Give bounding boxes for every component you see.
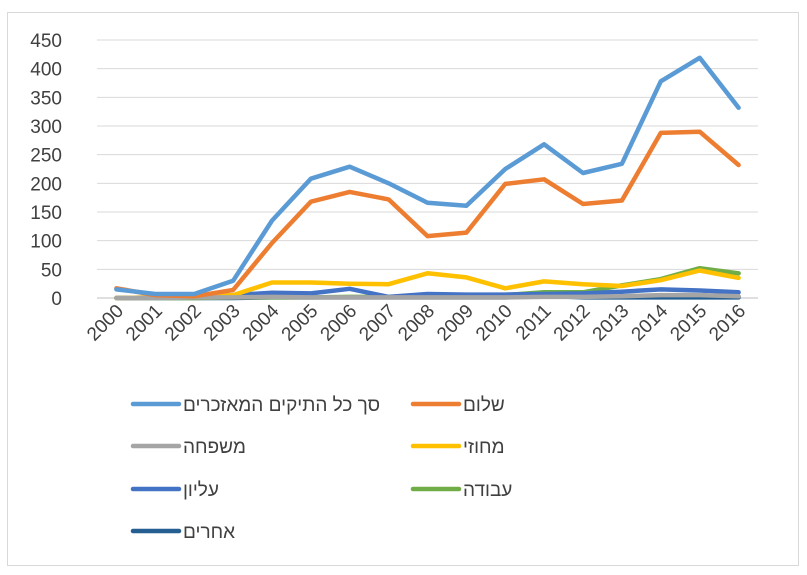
y-tick-label: 300 [30, 117, 62, 138]
series-line [114, 129, 741, 299]
x-tick-label: 2002 [161, 301, 206, 346]
y-tick-label: 200 [30, 174, 62, 195]
x-tick-label: 2007 [355, 301, 400, 346]
legend-label: מחוזי [463, 437, 505, 458]
y-tick-label: 400 [30, 60, 62, 81]
x-tick-label: 2009 [433, 301, 478, 346]
x-tick-label: 2011 [512, 301, 556, 345]
x-tick-label: 2004 [239, 300, 284, 345]
y-tick-label: 450 [30, 31, 62, 52]
y-tick-label: 250 [30, 146, 62, 167]
legend-label: משפחה [183, 437, 246, 458]
y-tick-label: 350 [30, 88, 62, 109]
x-tick-label: 2010 [472, 301, 517, 346]
x-tick-label: 2013 [589, 301, 634, 346]
series-line [114, 55, 741, 297]
x-tick-label: 2008 [394, 301, 439, 346]
series-line [114, 292, 741, 301]
legend-label: שלום [463, 395, 505, 416]
legend-label: עבודה [463, 480, 512, 501]
y-tick-label: 150 [30, 203, 62, 224]
legend-label: אחרים [183, 522, 235, 543]
x-tick-label: 2000 [83, 301, 128, 346]
y-tick-label: 100 [30, 232, 62, 253]
y-tick-label: 50 [41, 260, 62, 281]
legend-label: עליון [183, 480, 219, 501]
legend-label: סך כל התיקים המאזכרים [183, 395, 380, 416]
y-tick-label: 0 [51, 289, 62, 310]
x-tick-label: 2014 [628, 300, 673, 345]
x-tick-label: 2005 [278, 301, 323, 346]
x-tick-label: 2003 [200, 301, 245, 346]
x-tick-label: 2001 [122, 301, 167, 346]
x-tick-label: 2016 [705, 301, 750, 346]
x-tick-label: 2006 [317, 301, 362, 346]
x-tick-label: 2015 [666, 301, 711, 346]
x-tick-label: 2012 [550, 301, 595, 346]
